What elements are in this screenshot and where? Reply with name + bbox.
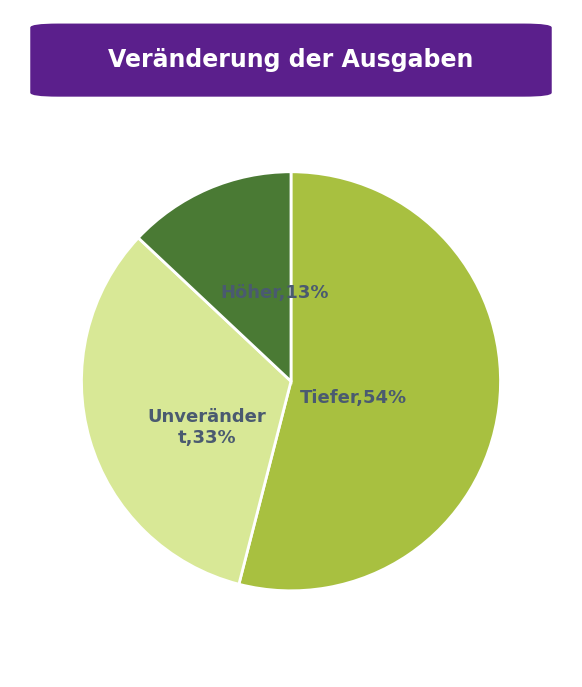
Wedge shape (81, 238, 291, 584)
Text: Höher,13%: Höher,13% (220, 284, 328, 302)
Text: Unveränder
t,33%: Unveränder t,33% (148, 408, 267, 447)
Wedge shape (239, 172, 501, 591)
FancyBboxPatch shape (30, 23, 552, 97)
Text: Veränderung der Ausgaben: Veränderung der Ausgaben (108, 48, 474, 72)
Wedge shape (139, 172, 291, 381)
Text: Tiefer,54%: Tiefer,54% (300, 389, 407, 407)
